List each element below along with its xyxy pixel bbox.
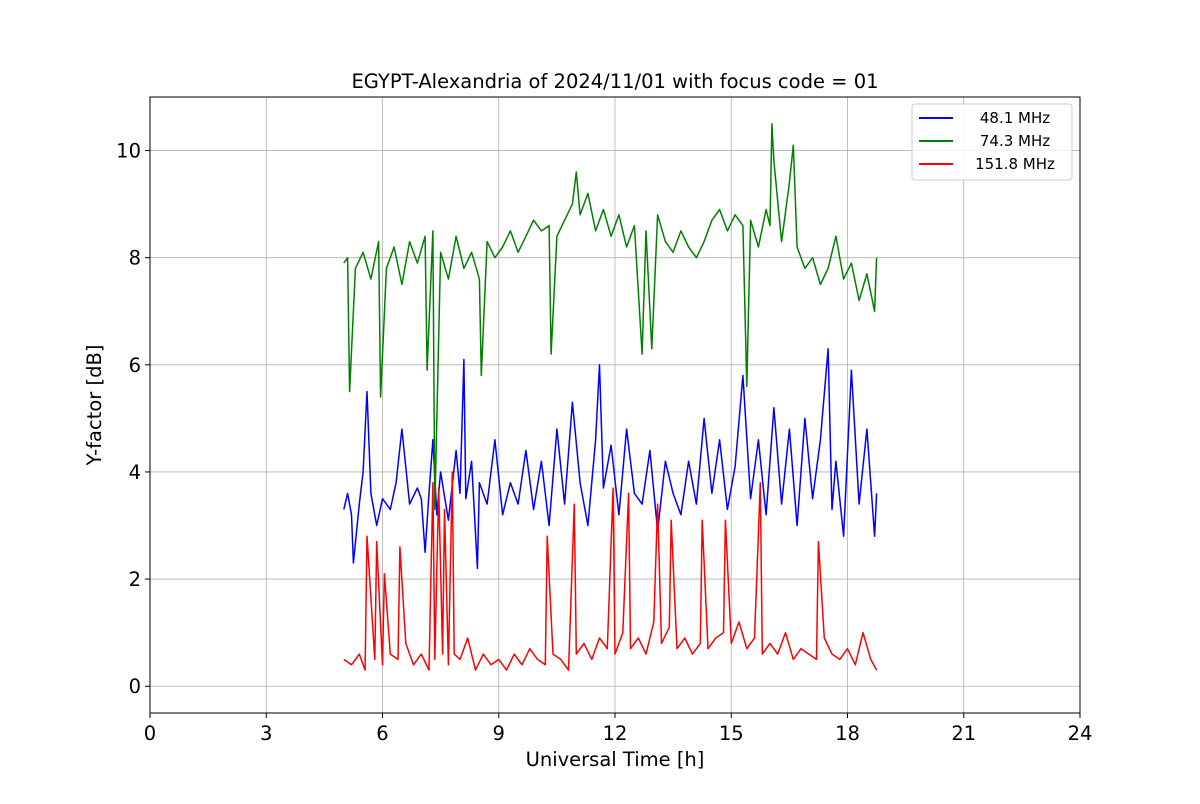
x-tick-label: 3 — [260, 722, 272, 745]
x-tick-label: 18 — [835, 722, 860, 745]
legend-label-2: 151.8 MHz — [975, 155, 1055, 173]
x-tick-label: 6 — [376, 722, 388, 745]
series-layer — [343, 123, 878, 671]
legend-label-1: 74.3 MHz — [980, 132, 1050, 150]
series-line-1 — [343, 123, 878, 511]
x-tick-label: 21 — [951, 722, 976, 745]
legend-label-0: 48.1 MHz — [980, 109, 1050, 127]
x-tick-label: 12 — [603, 722, 628, 745]
x-tick-label: 0 — [144, 722, 156, 745]
y-tick-label: 6 — [129, 354, 141, 377]
y-tick-label: 2 — [129, 568, 141, 591]
y-tick-label: 10 — [116, 140, 141, 163]
series-line-0 — [343, 348, 878, 570]
x-axis-label: Universal Time [h] — [526, 748, 705, 771]
y-tick-label: 0 — [129, 675, 141, 698]
series-line-2 — [343, 471, 878, 671]
x-tick-label: 15 — [719, 722, 744, 745]
y-axis-label: Y-factor [dB] — [83, 345, 106, 467]
y-tick-label: 4 — [129, 461, 141, 484]
legend: 48.1 MHz 74.3 MHz 151.8 MHz — [911, 103, 1073, 181]
legend-box — [911, 103, 1073, 181]
x-tick-label: 24 — [1068, 722, 1093, 745]
chart-title: EGYPT-Alexandria of 2024/11/01 with focu… — [351, 70, 878, 93]
y-tick-label: 8 — [129, 247, 141, 270]
x-tick-label: 9 — [493, 722, 505, 745]
